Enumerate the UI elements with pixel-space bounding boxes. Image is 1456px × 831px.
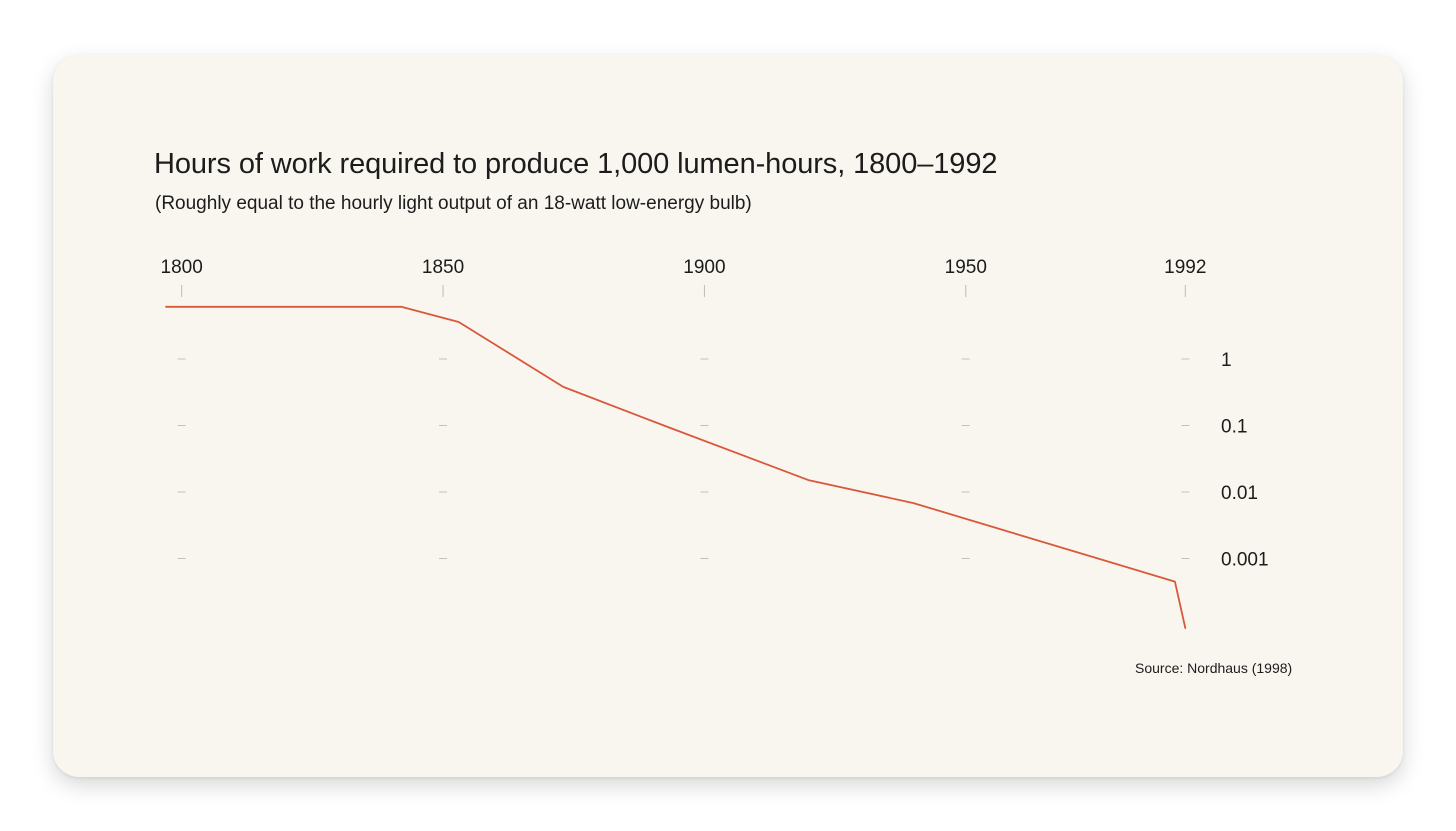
- x-tick-label: 1950: [945, 257, 987, 278]
- y-tick-label: 0.001: [1221, 550, 1269, 571]
- y-tick-label: 0.1: [1221, 417, 1247, 438]
- source-note: Source: Nordhaus (1998): [1135, 660, 1293, 676]
- series-layer: [165, 305, 1187, 629]
- series-line: [165, 305, 1187, 629]
- tick-grid: [177, 358, 1190, 559]
- y-tick-label: 0.01: [1221, 483, 1258, 504]
- chart-card: [53, 55, 1403, 777]
- chart-subtitle: (Roughly equal to the hourly light outpu…: [155, 193, 752, 214]
- x-tick-label: 1850: [422, 257, 464, 278]
- x-tick-label: 1800: [161, 257, 203, 278]
- x-axis: 1800 1850 1900 1950 1992: [161, 257, 1206, 297]
- x-tick-label: 1992: [1164, 257, 1206, 278]
- chart-title: Hours of work required to produce 1,000 …: [154, 148, 998, 180]
- x-tick-label: 1900: [683, 257, 725, 278]
- y-axis: 1 0.1 0.01 0.001: [1221, 350, 1269, 571]
- y-tick-label: 1: [1221, 350, 1232, 371]
